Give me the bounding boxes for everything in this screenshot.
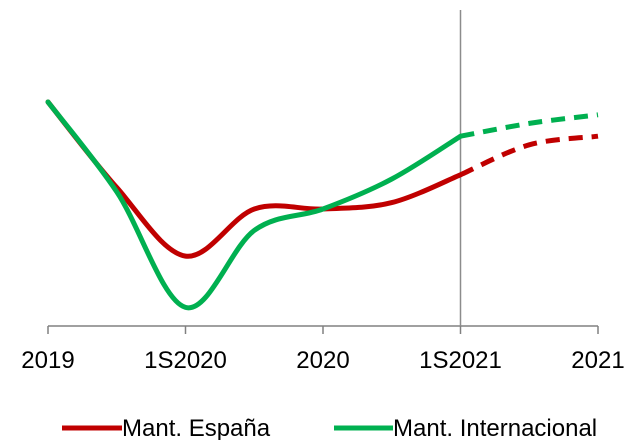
series-layer — [45, 99, 599, 311]
legend: Mant. España Mant. Internacional — [62, 415, 597, 440]
legend-label-espana: Mant. España — [122, 415, 271, 440]
series-line-internacional — [45, 99, 463, 311]
x-tick-label: 2019 — [21, 347, 74, 374]
x-axis-tick-labels: 2019 1S2020 2020 1S2021 2021 — [21, 347, 624, 374]
x-tick-label: 2021 — [571, 347, 624, 374]
x-axis-ticks — [47, 326, 599, 334]
legend-label-internacional: Mant. Internacional — [393, 415, 597, 440]
series-projection-internacional — [460, 112, 599, 139]
x-tick-label: 1S2021 — [419, 347, 502, 374]
series-projection-espana — [459, 133, 599, 178]
x-tick-label: 1S2020 — [144, 347, 227, 374]
x-tick-label: 2020 — [296, 347, 349, 374]
